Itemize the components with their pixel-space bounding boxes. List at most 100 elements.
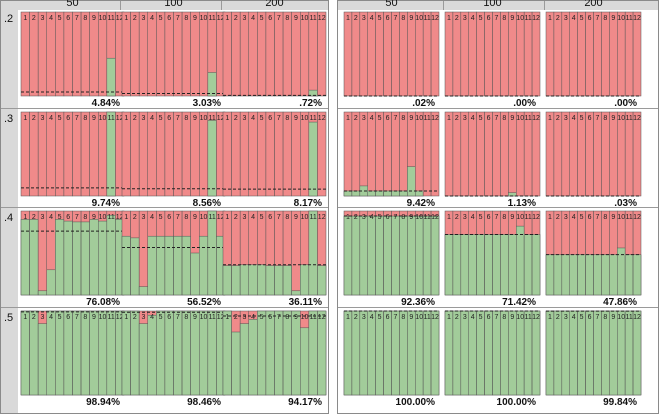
- bar-8-label: 8: [184, 214, 188, 221]
- bar-11-label: 11: [524, 214, 531, 221]
- bar-9-value: [609, 310, 618, 396]
- bar-6-label: 6: [487, 15, 491, 22]
- bar-2-label: 2: [455, 15, 459, 22]
- bar-7-label: 7: [176, 314, 180, 321]
- bar-7-background: [492, 111, 501, 197]
- bar-4-label: 4: [49, 314, 53, 321]
- bar-12-value: [531, 310, 541, 396]
- bar-4-background: [367, 11, 376, 97]
- bar-1-label: 1: [447, 115, 451, 122]
- bar-10-background: [98, 11, 108, 97]
- cell-bar-chart: 1 2 3 4 5 6 7 8 9 10 11 12: [222, 111, 327, 197]
- bar-10-label: 10: [200, 214, 208, 221]
- bar-10-label: 10: [415, 15, 423, 22]
- bar-8-label: 8: [401, 15, 405, 22]
- bar-1-label: 1: [548, 314, 552, 321]
- bar-11-value: [523, 310, 533, 396]
- bar-8-value: [181, 310, 191, 396]
- bar-9-value: [89, 310, 99, 396]
- bar-8-label: 8: [83, 214, 87, 221]
- bar-11-label: 11: [208, 115, 215, 122]
- bar-6-label: 6: [167, 115, 171, 122]
- bar-5-background: [257, 11, 267, 97]
- bar-12-background: [531, 11, 541, 97]
- bar-2-value: [351, 215, 361, 296]
- bar-12-label: 12: [217, 314, 225, 321]
- bar-9-label: 9: [294, 15, 298, 22]
- bar-5-label: 5: [580, 115, 584, 122]
- bar-7-value: [72, 221, 82, 296]
- bar-12-label: 12: [633, 214, 641, 221]
- bar-8-background: [80, 11, 90, 97]
- bar-5-label: 5: [159, 314, 163, 321]
- bar-2-background: [130, 11, 140, 97]
- bar-9-value: [190, 310, 200, 396]
- bar-8-label: 8: [502, 314, 506, 321]
- bar-6-background: [585, 11, 594, 97]
- bar-7-background: [391, 11, 400, 97]
- bar-9-label: 9: [92, 15, 96, 22]
- bar-11-value: [624, 254, 634, 296]
- bar-6-value: [63, 220, 73, 296]
- bar-12-label: 12: [116, 314, 124, 321]
- bar-6-label: 6: [386, 214, 390, 221]
- cell-bar-chart: 1 2 3 4 5 6 7 8 9 10 11 12: [20, 310, 125, 396]
- bar-1-label: 1: [124, 15, 128, 22]
- bar-10-background: [98, 111, 108, 197]
- bar-3-label: 3: [243, 214, 247, 221]
- bar-1-label: 1: [124, 314, 128, 321]
- cell-bar-chart: 1 2 3 4 5 6 7 8 9 10 11 12: [444, 111, 541, 197]
- bar-10-label: 10: [516, 115, 524, 122]
- cell-bar-chart: 1 2 3 4 5 6 7 8 9 10 11 12: [222, 310, 327, 396]
- bar-7-label: 7: [495, 115, 499, 122]
- bar-4-background: [46, 11, 56, 97]
- bar-9-background: [291, 11, 301, 97]
- cell-bar-chart: 1 2 3 4 5 6 7 8 9 10 11 12: [121, 111, 226, 197]
- bar-1-label: 1: [225, 15, 229, 22]
- bar-3-value: [239, 264, 249, 296]
- bar-6-value: [383, 310, 392, 396]
- bar-3-label: 3: [142, 214, 146, 221]
- right-cell-r3-c2: 1 2 3 4 5 6 7 8 9 10 11 12 71.42%: [444, 210, 541, 309]
- cell-percent-label: 3.03%: [192, 98, 221, 109]
- bar-2-label: 2: [556, 115, 560, 122]
- bar-9-background: [508, 11, 517, 97]
- bar-6-background: [265, 111, 275, 197]
- bar-8-label: 8: [285, 115, 289, 122]
- bar-2-label: 2: [455, 214, 459, 221]
- bar-5-background: [257, 111, 267, 197]
- bar-12-label: 12: [633, 314, 641, 321]
- bar-5-value: [476, 310, 485, 396]
- bar-11-label: 11: [208, 314, 215, 321]
- cell-percent-label: 9.74%: [91, 198, 120, 209]
- bar-1-label: 1: [548, 115, 552, 122]
- bar-9-label: 9: [409, 15, 413, 22]
- bar-6-label: 6: [386, 314, 390, 321]
- bar-3-label: 3: [564, 15, 568, 22]
- bar-3-background: [138, 210, 148, 296]
- bar-12-label: 12: [217, 15, 225, 22]
- bar-10-value: [415, 215, 424, 296]
- bar-9-background: [190, 11, 200, 97]
- bar-11-background: [422, 111, 432, 197]
- bar-3-label: 3: [41, 314, 45, 321]
- bar-7-background: [593, 111, 602, 197]
- bar-5-label: 5: [260, 115, 264, 122]
- bar-3-label: 3: [362, 15, 366, 22]
- bar-11-value: [523, 234, 533, 296]
- bar-1-label: 1: [548, 15, 552, 22]
- bar-5-background: [156, 11, 166, 97]
- bar-10-label: 10: [415, 115, 423, 122]
- bar-6-label: 6: [268, 115, 272, 122]
- bar-8-background: [601, 11, 610, 97]
- right-row-divider: [338, 307, 658, 308]
- right-header-divider: [443, 1, 444, 10]
- bar-6-value: [164, 310, 174, 396]
- bar-12-value: [632, 254, 642, 296]
- bar-7-label: 7: [277, 314, 281, 321]
- bar-6-value: [63, 310, 73, 396]
- right-column-header-100: 100: [483, 0, 502, 9]
- bar-9-background: [508, 111, 517, 197]
- bar-7-label: 7: [75, 314, 79, 321]
- bar-3-background: [37, 210, 47, 296]
